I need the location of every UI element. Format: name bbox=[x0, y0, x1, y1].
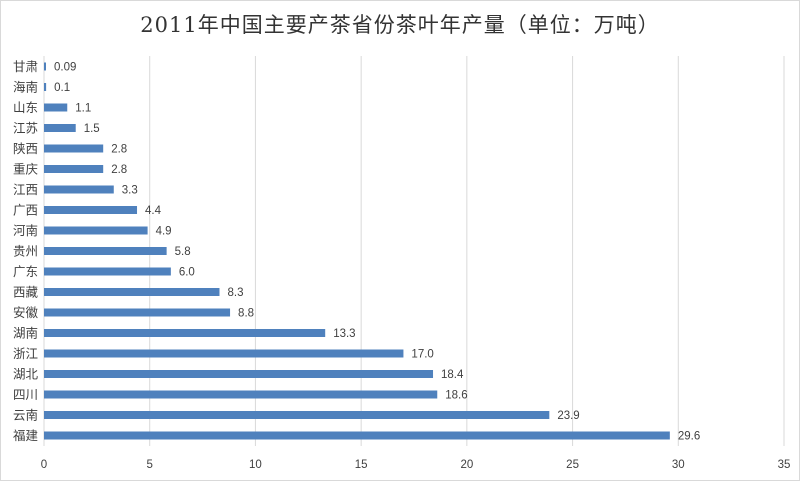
bar-11 bbox=[44, 288, 220, 296]
category-label: 四川 bbox=[13, 387, 38, 402]
value-label: 3.3 bbox=[122, 185, 138, 197]
bar-18 bbox=[44, 431, 670, 440]
value-label: 29.6 bbox=[678, 431, 700, 443]
bar-10 bbox=[44, 267, 171, 276]
value-label: 23.9 bbox=[557, 410, 579, 422]
value-label: 5.8 bbox=[175, 246, 191, 258]
value-label: 0.09 bbox=[54, 62, 76, 74]
bar-13 bbox=[44, 329, 326, 337]
value-label: 8.8 bbox=[238, 308, 254, 320]
value-label: 0.1 bbox=[54, 82, 70, 94]
x-tick-label: 20 bbox=[460, 459, 473, 471]
bar-6 bbox=[44, 185, 114, 194]
category-label: 甘肃 bbox=[13, 59, 38, 74]
category-label: 湖南 bbox=[13, 326, 38, 341]
x-tick-label: 0 bbox=[41, 459, 47, 471]
category-label: 陕西 bbox=[13, 141, 38, 156]
x-tick-label: 30 bbox=[672, 459, 685, 471]
category-label: 山东 bbox=[13, 100, 38, 115]
category-label: 云南 bbox=[13, 408, 38, 423]
category-label: 福建 bbox=[13, 428, 39, 443]
bar-7 bbox=[44, 206, 138, 214]
value-label: 17.0 bbox=[411, 349, 433, 361]
value-label: 4.9 bbox=[156, 226, 172, 238]
x-tick-label: 35 bbox=[778, 459, 791, 471]
bar-4 bbox=[44, 144, 104, 153]
category-label: 广西 bbox=[13, 203, 38, 218]
bar-9 bbox=[44, 247, 167, 255]
bar-16 bbox=[44, 390, 438, 399]
value-label: 2.8 bbox=[111, 144, 127, 156]
category-label: 浙江 bbox=[13, 346, 38, 361]
x-axis-tick-labels: 0 5 10 15 20 25 30 35 bbox=[41, 459, 791, 471]
category-label: 海南 bbox=[13, 80, 38, 95]
value-label: 8.3 bbox=[227, 287, 243, 299]
category-label: 贵州 bbox=[13, 244, 38, 259]
bar-0 bbox=[44, 62, 46, 71]
x-tick-label: 10 bbox=[249, 459, 262, 471]
bars bbox=[44, 62, 670, 440]
bar-1 bbox=[44, 83, 47, 91]
category-label: 安徽 bbox=[13, 305, 39, 320]
value-label: 18.4 bbox=[441, 369, 464, 381]
bar-2 bbox=[44, 103, 68, 112]
value-label: 18.6 bbox=[445, 390, 467, 402]
x-tick-label: 5 bbox=[147, 459, 153, 471]
bar-12 bbox=[44, 308, 231, 317]
bar-3 bbox=[44, 124, 76, 132]
x-tick-label: 25 bbox=[566, 459, 579, 471]
category-label: 广东 bbox=[13, 264, 38, 279]
bar-17 bbox=[44, 411, 550, 419]
value-label: 2.8 bbox=[111, 164, 127, 176]
category-label: 河南 bbox=[13, 223, 38, 238]
x-tick-label: 15 bbox=[355, 459, 368, 471]
value-label: 6.0 bbox=[179, 267, 195, 279]
category-label: 西藏 bbox=[13, 285, 39, 300]
value-labels: 0.09 0.1 1.1 1.5 2.8 2.8 3.3 4.4 4.95.8 6.0 8.3 8.8… bbox=[54, 62, 700, 443]
bar-5 bbox=[44, 165, 104, 173]
bar-14 bbox=[44, 349, 404, 358]
chart-title: 2011年中国主要产茶省份茶叶年产量（单位：万吨） bbox=[140, 13, 660, 37]
value-label: 4.4 bbox=[145, 205, 162, 217]
category-label: 重庆 bbox=[13, 162, 39, 177]
bar-8 bbox=[44, 226, 148, 235]
value-label: 1.1 bbox=[75, 103, 91, 115]
category-label: 湖北 bbox=[13, 367, 39, 382]
bar-15 bbox=[44, 370, 434, 378]
category-label: 江西 bbox=[13, 182, 38, 197]
category-label: 江苏 bbox=[13, 121, 38, 136]
value-label: 13.3 bbox=[333, 328, 355, 340]
value-label: 1.5 bbox=[84, 123, 100, 135]
grid-lines bbox=[43, 56, 785, 446]
